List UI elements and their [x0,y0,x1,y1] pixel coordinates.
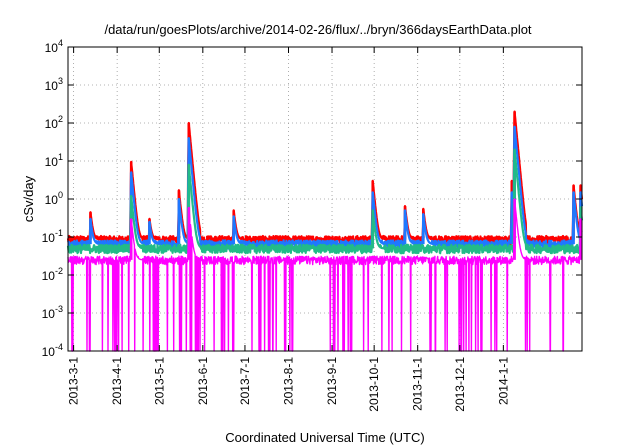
y-tick-label: 103 [45,76,63,93]
x-tick-label: 2013-7-1 [238,357,252,405]
x-tick-label: 2013-11-1 [411,357,425,411]
series-line [67,125,584,250]
x-axis: 2013-3-1 2013-4-1 2013-5-1 2013-6-1 2013-7-1… [67,47,510,412]
x-tick-label: 2013-9-1 [325,357,339,405]
series-layer [66,110,584,352]
x-axis-label: Coordinated Universal Time (UTC) [225,430,424,445]
x-tick-label: 2013-4-1 [110,357,124,405]
y-tick-label: 10-4 [42,342,63,359]
x-tick-label: 2013-8-1 [281,357,295,405]
x-tick-label: 2013-10-1 [367,357,381,412]
x-tick-label: 2013-3-1 [67,357,81,405]
chart-title: /data/run/goesPlots/archive/2014-02-26/f… [104,22,531,37]
grid [68,47,582,351]
y-tick-label: 100 [45,190,63,207]
y-tick-label: 10-1 [42,228,63,245]
y-tick-label: 102 [45,114,63,131]
y-axis: 10-4 10-3 10-2 10-1 100 101 102 103 104 [42,38,582,359]
x-tick-label: 2014-1-1 [496,357,510,405]
y-tick-label: 10-2 [42,266,63,283]
y-axis-label: cSv/day [21,175,36,222]
x-tick-label: 2013-6-1 [196,357,210,405]
y-tick-label: 101 [45,152,63,169]
x-tick-label: 2013-5-1 [152,357,166,405]
x-tick-label: 2013-12-1 [453,357,467,412]
y-tick-label: 10-3 [42,304,63,321]
y-tick-label: 104 [45,38,63,55]
series-line [66,148,584,255]
series-line [67,198,583,352]
series-line [66,110,584,246]
